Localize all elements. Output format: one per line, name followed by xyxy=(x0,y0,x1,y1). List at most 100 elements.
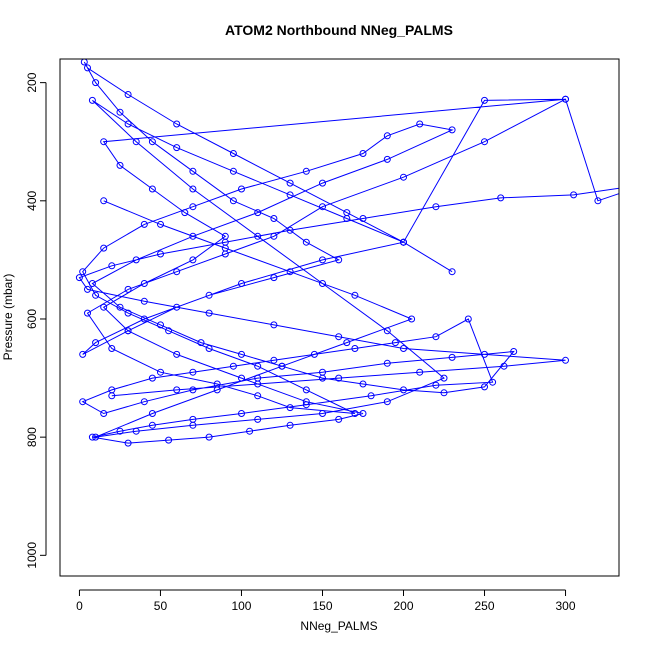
data-point xyxy=(132,138,140,146)
x-tick-label: 250 xyxy=(475,599,495,613)
data-point xyxy=(319,280,326,287)
data-point xyxy=(510,348,518,355)
data-point xyxy=(148,185,156,193)
data-point xyxy=(108,392,116,400)
data-point xyxy=(254,209,262,217)
y-tick-label: 200 xyxy=(25,72,39,92)
data-point xyxy=(140,315,148,323)
data-point xyxy=(238,410,245,417)
data-point xyxy=(500,362,508,370)
data-point xyxy=(302,401,310,409)
series-line xyxy=(78,61,619,444)
data-point xyxy=(416,120,424,128)
plot-frame xyxy=(59,58,620,577)
data-point xyxy=(116,161,124,169)
data-point xyxy=(464,315,472,323)
data-point xyxy=(400,345,407,352)
data-point xyxy=(432,333,440,341)
data-point xyxy=(84,285,91,293)
data-point xyxy=(173,268,181,276)
data-point xyxy=(448,126,456,134)
series-layer xyxy=(75,59,619,447)
data-point xyxy=(238,280,245,287)
data-point xyxy=(189,256,197,264)
data-point xyxy=(440,389,448,397)
data-point xyxy=(286,226,294,234)
data-point xyxy=(229,197,237,205)
data-point xyxy=(481,138,488,146)
data-point xyxy=(173,144,181,152)
data-point xyxy=(165,327,173,335)
data-point xyxy=(343,215,351,222)
data-point xyxy=(88,433,96,441)
data-point xyxy=(238,350,245,358)
data-point xyxy=(124,285,132,293)
data-point xyxy=(124,309,132,317)
data-point xyxy=(132,427,140,435)
data-point xyxy=(79,350,87,358)
y-tick-label: 400 xyxy=(25,190,39,210)
data-point xyxy=(157,321,164,329)
data-point xyxy=(173,386,181,394)
data-point xyxy=(310,350,318,358)
data-point xyxy=(351,345,359,352)
x-tick-label: 0 xyxy=(76,599,83,613)
data-point xyxy=(359,410,367,417)
data-point xyxy=(84,309,91,317)
data-point xyxy=(108,345,116,352)
data-point xyxy=(335,415,343,423)
data-point xyxy=(229,362,237,370)
data-point xyxy=(157,368,164,376)
data-point xyxy=(79,268,87,276)
data-point xyxy=(383,398,391,406)
data-point xyxy=(286,191,294,199)
data-point xyxy=(497,194,505,202)
data-point xyxy=(400,386,407,394)
data-point xyxy=(238,185,245,193)
data-point xyxy=(367,392,375,400)
data-point xyxy=(80,59,88,66)
data-point xyxy=(254,362,262,370)
data-point xyxy=(270,232,278,240)
data-point xyxy=(189,421,197,429)
data-point xyxy=(189,232,197,240)
data-point xyxy=(92,339,100,347)
data-point xyxy=(100,410,108,417)
data-point xyxy=(359,150,367,157)
data-point xyxy=(286,268,294,276)
data-point xyxy=(383,327,391,335)
data-point xyxy=(205,309,213,317)
data-point xyxy=(140,297,148,305)
y-tick-label: 800 xyxy=(25,427,39,447)
data-point xyxy=(335,256,343,264)
data-point xyxy=(302,398,310,406)
data-point xyxy=(79,398,87,406)
data-point xyxy=(205,433,213,441)
data-point xyxy=(351,291,359,299)
data-point xyxy=(124,439,132,447)
data-point xyxy=(140,220,148,228)
data-point xyxy=(246,427,254,435)
data-point xyxy=(270,321,278,329)
data-point xyxy=(88,96,96,104)
data-point xyxy=(116,108,124,116)
data-point xyxy=(286,421,294,429)
data-point xyxy=(416,368,424,376)
data-point xyxy=(359,380,367,388)
data-point xyxy=(278,362,286,370)
data-point xyxy=(432,381,440,389)
data-point xyxy=(205,345,213,352)
data-point xyxy=(229,167,237,175)
data-point xyxy=(270,356,278,364)
data-point xyxy=(254,380,262,388)
data-point xyxy=(229,150,237,157)
data-point xyxy=(108,262,116,270)
data-point xyxy=(254,415,262,423)
data-point xyxy=(213,386,221,394)
x-axis-label: NNeg_PALMS xyxy=(300,619,377,633)
x-tick-label: 300 xyxy=(556,599,576,613)
data-point xyxy=(383,359,391,367)
data-point xyxy=(302,386,310,394)
